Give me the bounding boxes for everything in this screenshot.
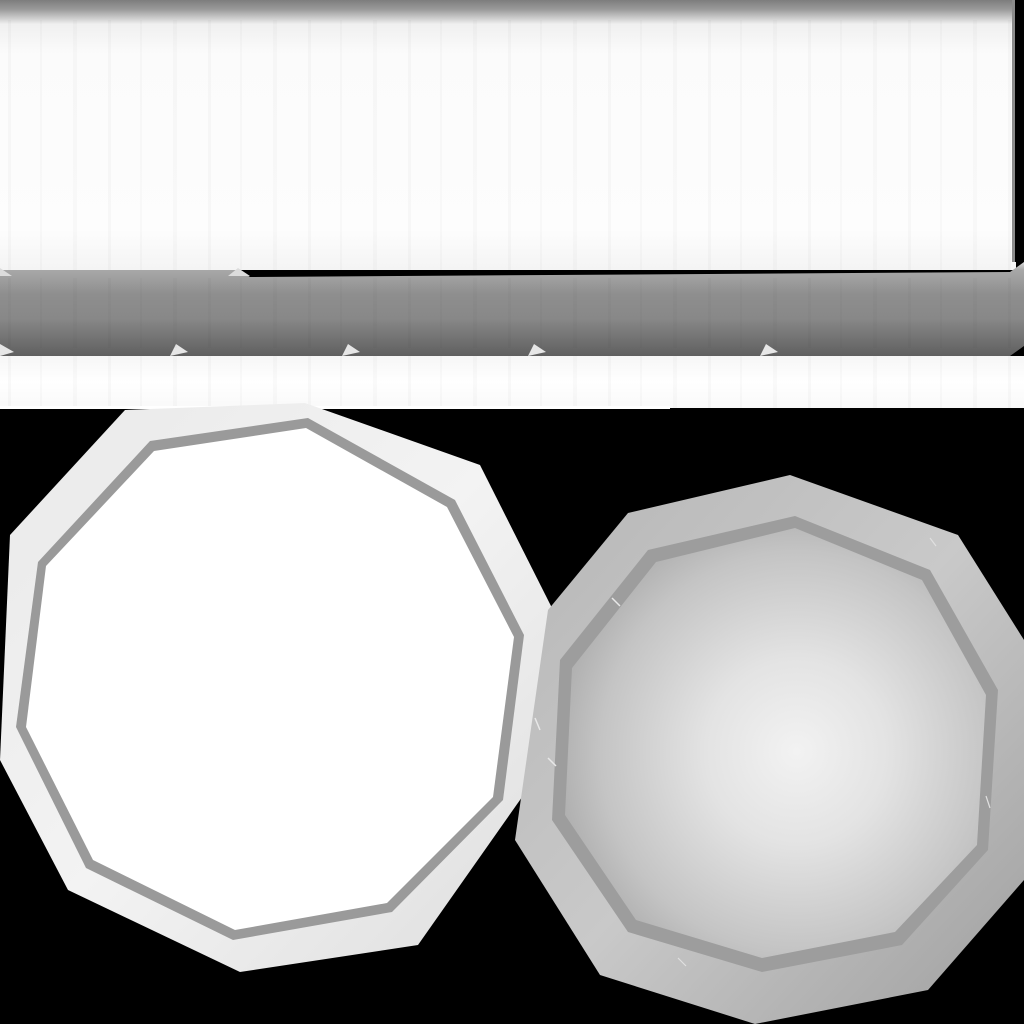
left-disc — [0, 403, 552, 972]
top-panel — [0, 0, 1024, 270]
right-disc — [515, 475, 1024, 1024]
lower-strip — [0, 356, 1024, 409]
middle-band — [0, 262, 1024, 356]
